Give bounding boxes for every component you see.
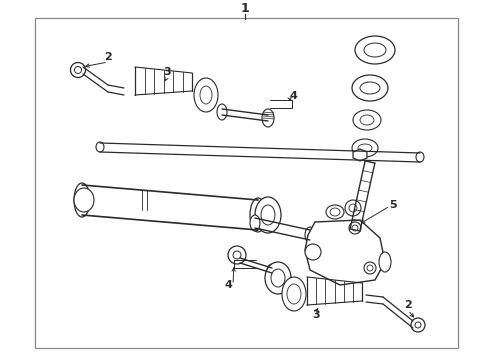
Text: 4: 4 (289, 91, 297, 101)
Bar (35, 18, 458, 348)
Text: 5: 5 (389, 200, 397, 210)
Ellipse shape (379, 252, 391, 272)
Ellipse shape (355, 36, 395, 64)
Circle shape (71, 63, 85, 77)
Ellipse shape (305, 244, 321, 260)
Ellipse shape (353, 110, 381, 130)
Polygon shape (305, 220, 385, 285)
Ellipse shape (326, 205, 344, 219)
Text: 3: 3 (312, 310, 320, 320)
Circle shape (228, 246, 246, 264)
Ellipse shape (74, 183, 90, 217)
Ellipse shape (96, 142, 104, 152)
Ellipse shape (217, 104, 227, 120)
Ellipse shape (250, 215, 260, 231)
Ellipse shape (282, 277, 306, 311)
Text: 1: 1 (241, 3, 249, 15)
Ellipse shape (262, 109, 274, 127)
Text: 4: 4 (224, 280, 232, 290)
Ellipse shape (352, 75, 388, 101)
Ellipse shape (265, 262, 291, 294)
Ellipse shape (250, 198, 266, 232)
Text: 2: 2 (104, 52, 112, 62)
Circle shape (364, 262, 376, 274)
Text: 2: 2 (404, 300, 412, 310)
Ellipse shape (267, 264, 277, 278)
Ellipse shape (305, 227, 315, 243)
Ellipse shape (352, 139, 378, 157)
Circle shape (349, 222, 361, 234)
Text: 3: 3 (163, 67, 171, 77)
Polygon shape (353, 149, 367, 161)
Ellipse shape (416, 152, 424, 162)
Ellipse shape (255, 197, 281, 233)
Circle shape (411, 318, 425, 332)
Ellipse shape (345, 200, 361, 216)
Ellipse shape (74, 188, 94, 212)
Ellipse shape (194, 78, 218, 112)
